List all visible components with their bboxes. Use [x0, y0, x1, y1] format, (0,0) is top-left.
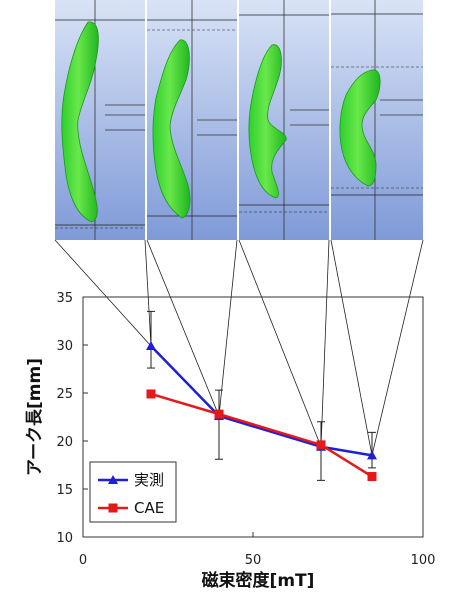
- connector-line: [330, 239, 373, 456]
- legend: 実測 CAE: [89, 461, 177, 523]
- legend-box: [89, 461, 177, 523]
- arc-shape-4: [339, 69, 381, 187]
- series-markers: [146, 340, 377, 482]
- y-tick-label: 20: [56, 435, 73, 450]
- arc-shape-1: [61, 21, 99, 223]
- simulation-image-2: [147, 0, 237, 240]
- data-point-cae: [367, 472, 377, 482]
- connector-line: [54, 239, 152, 347]
- data-point-measured: [367, 450, 377, 460]
- y-tick-label: 30: [56, 339, 73, 354]
- arc-simulation-images: [55, 0, 423, 240]
- x-axis-label: 磁束密度[mT]: [202, 570, 315, 591]
- y-axis-label: アーク長[mm]: [25, 358, 45, 476]
- error-bars: [147, 310, 376, 481]
- connector-line: [238, 239, 322, 447]
- legend-label: 実測: [134, 471, 164, 489]
- legend-marker: [108, 475, 118, 484]
- legend-label: CAE: [134, 499, 164, 517]
- series-line-cae: [150, 392, 373, 478]
- connector-line: [146, 239, 220, 417]
- connector-line: [371, 239, 424, 456]
- simulation-image-3: [239, 0, 329, 240]
- data-point-cae: [214, 409, 224, 419]
- simulation-image-1: [55, 0, 145, 240]
- series-lines: [150, 345, 373, 478]
- connector-line: [218, 239, 238, 417]
- x-tick-label: 50: [245, 553, 262, 568]
- data-point-cae: [316, 440, 326, 450]
- connector-line: [144, 239, 152, 346]
- y-tick-label: 25: [56, 387, 73, 402]
- connector-lines: [54, 239, 424, 456]
- data-point-cae: [146, 389, 156, 399]
- legend-marker: [108, 503, 118, 513]
- x-tick-label: 0: [79, 553, 87, 568]
- arc-shape-2: [152, 39, 191, 219]
- y-tick-label: 15: [56, 483, 73, 498]
- connector-line: [320, 239, 330, 447]
- y-tick-label: 10: [56, 531, 73, 546]
- series-line-measured: [150, 345, 373, 457]
- simulation-image-4: [331, 0, 423, 240]
- y-tick-label: 35: [56, 291, 73, 306]
- data-point-measured: [146, 340, 156, 350]
- axis-ticks: 10 15 20 25 30 35 0 50 100: [56, 291, 435, 568]
- arc-shape-3: [248, 44, 287, 199]
- x-tick-label: 100: [411, 553, 436, 568]
